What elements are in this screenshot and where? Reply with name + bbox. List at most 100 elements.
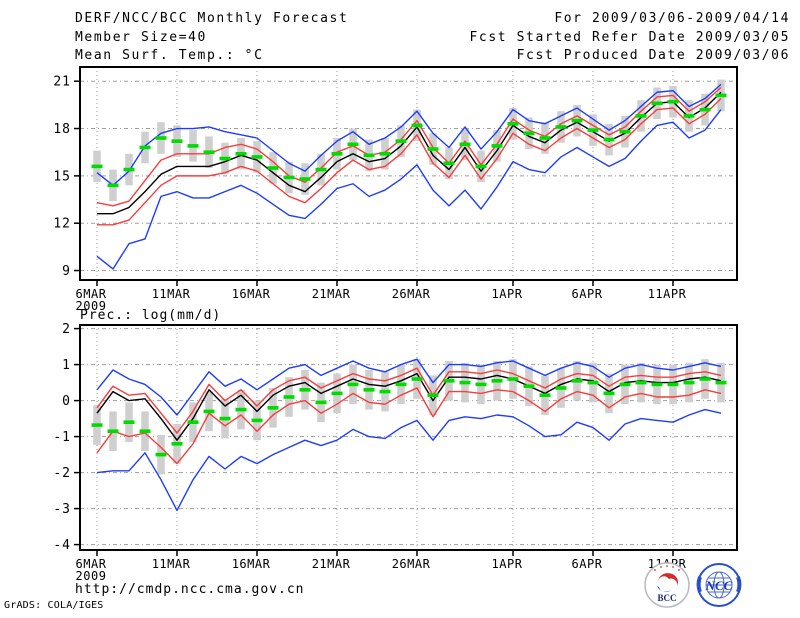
x-tick-label: 1APR xyxy=(492,287,523,301)
climatology-median-dash xyxy=(347,382,359,387)
climatology-median-dash xyxy=(411,377,423,381)
climatology-median-dash xyxy=(267,166,279,170)
bcc-logo-text: BCC xyxy=(657,593,676,603)
series-ens-min xyxy=(96,109,722,270)
climatology-median-dash xyxy=(331,391,343,396)
climatology-median-dash xyxy=(411,123,423,128)
climatology-median-dash xyxy=(523,131,535,136)
ncc-logo-text: NCC xyxy=(705,578,733,593)
climatology-median-dash xyxy=(459,380,471,385)
climatology-median-dash xyxy=(699,107,711,112)
climatology-median-dash xyxy=(603,137,615,142)
climatology-median-dash xyxy=(299,177,311,181)
climatology-median-dash xyxy=(171,139,183,143)
climatology-median-dash xyxy=(395,382,407,387)
grads-credit: GrADS: COLA/IGES xyxy=(4,600,104,611)
y-tick-label: 15 xyxy=(53,169,71,184)
climatology-median-dash xyxy=(715,93,727,98)
climatology-median-dash xyxy=(203,150,215,154)
x-tick-label: 11MAR xyxy=(152,557,191,571)
y-tick-label: 12 xyxy=(53,217,71,232)
series-ens-mean xyxy=(97,91,722,215)
climatology-median-dash xyxy=(587,128,599,132)
climatology-median-dash xyxy=(299,388,311,392)
climatology-median-dash xyxy=(427,147,439,151)
x-tick-label: 6APR xyxy=(572,557,603,571)
temp-chart-title: Mean Surf. Temp.: °C xyxy=(75,48,264,63)
climatology-median-dash xyxy=(283,395,295,399)
y-tick-label: 9 xyxy=(62,264,71,279)
climatology-median-dash xyxy=(523,384,535,388)
climatology-median-dash xyxy=(347,142,359,147)
x-tick-label: 6APR xyxy=(572,287,603,301)
series-ens-mean xyxy=(96,372,722,441)
source-url: http://cmdp.ncc.cma.gov.cn xyxy=(75,582,305,597)
y-tick-label: -3 xyxy=(53,502,71,517)
climatology-median-dash xyxy=(315,400,327,405)
climatology-median-dash xyxy=(635,380,647,385)
climatology-median-dash xyxy=(107,183,119,188)
climatology-median-dash xyxy=(235,151,247,156)
climatology-median-dash xyxy=(315,167,327,172)
y-tick-label: -1 xyxy=(53,430,71,445)
produced-date: Fcst Produced Date 2009/03/06 xyxy=(516,48,790,63)
series-lower-quantile xyxy=(96,387,722,465)
climatology-median-dash xyxy=(219,416,231,421)
climatology-median-dash xyxy=(91,423,103,427)
climatology-median-dash xyxy=(571,379,583,383)
climatology-median-dash xyxy=(491,379,503,383)
x-tick-label: 6MAR xyxy=(76,557,107,571)
x-tick-label: 21MAR xyxy=(312,557,351,571)
series-ens-max xyxy=(96,358,722,416)
plot-title: DERF/NCC/BCC Monthly Forecast xyxy=(75,11,349,26)
climatology-median-dash xyxy=(123,420,135,424)
climatology-median-dash xyxy=(379,151,391,156)
x-tick-label: 16MAR xyxy=(232,287,271,301)
plot-frame xyxy=(79,66,738,281)
climatology-median-dash xyxy=(251,418,263,423)
y-tick-label: -4 xyxy=(53,538,71,553)
climatology-median-dash xyxy=(171,442,183,446)
plot-frame xyxy=(79,324,738,551)
climatology-median-dash xyxy=(459,142,471,147)
climatology-median-dash xyxy=(155,136,167,140)
x-tick-label: 6MAR xyxy=(76,287,107,301)
climatology-median-dash xyxy=(139,145,151,150)
climatology-median-dash xyxy=(683,380,695,385)
forecast-period: For 2009/03/06-2009/04/14 xyxy=(554,11,790,26)
series-upper-quantile xyxy=(96,367,722,434)
climatology-median-dash xyxy=(219,156,231,161)
climatology-median-dash xyxy=(363,388,375,392)
climatology-median-dash xyxy=(139,429,151,433)
x-tick-label: 11APR xyxy=(648,287,687,301)
member-size-label: Member Size=40 xyxy=(75,30,207,45)
climatology-median-dash xyxy=(571,118,583,123)
climatology-median-dash xyxy=(107,429,119,433)
y-tick-label: 18 xyxy=(53,122,71,137)
climatology-median-dash xyxy=(539,393,551,397)
climatology-median-dash xyxy=(667,382,679,387)
x-tick-label: 21MAR xyxy=(312,287,351,301)
climatology-median-dash xyxy=(379,389,391,394)
series-lower-quantile xyxy=(97,98,722,226)
climatology-median-dash xyxy=(91,164,103,169)
climatology-median-dash xyxy=(267,406,279,410)
climatology-median-dash xyxy=(475,164,487,169)
bcc-logo: BCC xyxy=(644,562,690,608)
climatology-median-dash xyxy=(587,380,599,385)
climatology-median-dash xyxy=(187,144,199,148)
climatology-median-dash xyxy=(667,99,679,104)
climatology-median-dash xyxy=(443,161,455,166)
climatology-median-dash xyxy=(187,420,199,424)
x-tick-label: 1APR xyxy=(492,557,523,571)
ncc-logo: NCC xyxy=(696,563,742,607)
climatology-median-dash xyxy=(491,144,503,148)
climatology-median-dash xyxy=(603,391,615,396)
series-ens-min xyxy=(96,408,722,512)
y-tick-label: 21 xyxy=(53,75,71,90)
climatology-median-dash xyxy=(331,151,343,156)
climatology-median-dash xyxy=(539,136,551,140)
climatology-median-dash xyxy=(699,377,711,381)
y-tick-label: 1 xyxy=(62,358,71,373)
